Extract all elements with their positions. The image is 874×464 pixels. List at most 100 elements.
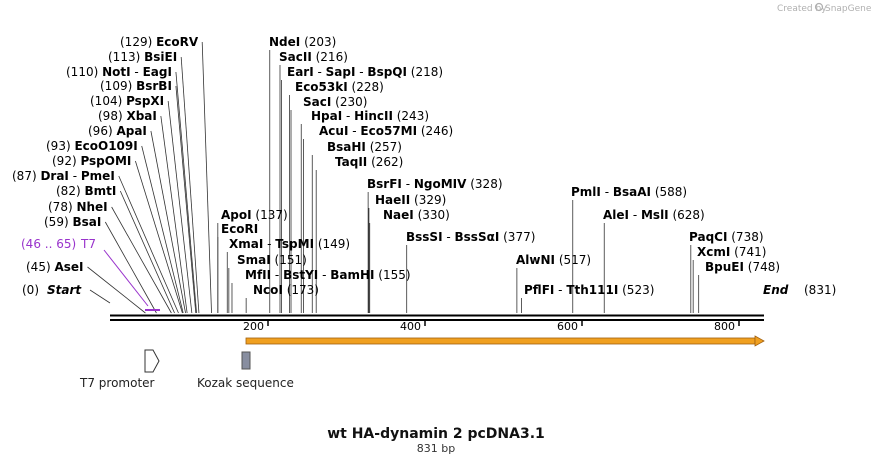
feature-legend: T7 promoter Kozak sequence bbox=[79, 349, 294, 390]
site-label-bsrfi-ngomiv: BsrFI - NgoMIV (328) bbox=[367, 177, 503, 191]
enzyme-name: HincII bbox=[354, 109, 393, 123]
site-label-xcmi: XcmI (741) bbox=[697, 245, 766, 259]
enzyme-name: BmtI bbox=[84, 184, 116, 198]
enzyme-labels: (45) AseI(59) BsaI(78) NheI(82) BmtI(87)… bbox=[12, 35, 780, 297]
site-separator: - bbox=[629, 208, 641, 222]
site-separator: - bbox=[355, 65, 367, 79]
enzyme-name: SapI bbox=[326, 65, 356, 79]
enzyme-name: EcoRI bbox=[221, 222, 258, 236]
orf-arrow bbox=[245, 335, 765, 347]
site-label-sacii: SacII (216) bbox=[279, 50, 348, 64]
enzyme-name: BssSαI bbox=[455, 230, 500, 244]
enzyme-name: BsiEI bbox=[144, 50, 177, 64]
enzyme-name: PmeI bbox=[81, 169, 115, 183]
site-position: (59) bbox=[44, 215, 72, 229]
site-separator: - bbox=[342, 109, 354, 123]
site-label-naei: NaeI (330) bbox=[383, 208, 450, 222]
site-label-bmti: (82) BmtI bbox=[56, 184, 116, 198]
site-label-xmai-tspmi: XmaI - TspMI (149) bbox=[229, 237, 350, 251]
site-label-ecorv: (129) EcoRV bbox=[120, 35, 199, 49]
site-position: (82) bbox=[56, 184, 84, 198]
enzyme-name: EagI bbox=[143, 65, 172, 79]
promoter-arrow-icon bbox=[144, 349, 160, 373]
enzyme-name: BspQI bbox=[367, 65, 407, 79]
site-position: (329) bbox=[410, 193, 446, 207]
site-label-ecoo109i: (93) EcoO109I bbox=[46, 139, 138, 153]
site-label-acui-eco57mi: AcuI - Eco57MI (246) bbox=[319, 124, 453, 138]
enzyme-name: MfII bbox=[245, 268, 271, 282]
enzyme-name: BsaI bbox=[72, 215, 101, 229]
map-length: 831 bp bbox=[417, 442, 455, 455]
site-label-pflfi-tth111i: PflFI - Tth111I (523) bbox=[524, 283, 654, 297]
site-position: (523) bbox=[618, 283, 654, 297]
leader-line bbox=[141, 145, 184, 314]
leader-line bbox=[167, 100, 193, 314]
site-separator: - bbox=[348, 124, 360, 138]
site-label-ndei: NdeI (203) bbox=[269, 35, 336, 49]
enzyme-name: Eco57MI bbox=[360, 124, 417, 138]
enzyme-name: PaqCI bbox=[689, 230, 727, 244]
site-label-drai-pmei: (87) DraI - PmeI bbox=[12, 169, 115, 183]
site-position: (151) bbox=[271, 253, 307, 267]
site-position: (78) bbox=[48, 200, 76, 214]
site-separator: - bbox=[263, 237, 275, 251]
enzyme-name: PmlI bbox=[571, 185, 601, 199]
site-separator: - bbox=[271, 268, 283, 282]
site-label-ncoi: NcoI (173) bbox=[253, 283, 319, 297]
ruler: 200 400 600 800 bbox=[243, 320, 740, 333]
site-separator: - bbox=[69, 169, 81, 183]
leader-line bbox=[201, 41, 212, 314]
enzyme-name: SacII bbox=[279, 50, 312, 64]
site-position: (149) bbox=[314, 237, 350, 251]
site-label-apoi: ApoI (137) bbox=[221, 208, 288, 222]
site-position: (243) bbox=[393, 109, 429, 123]
enzyme-name: BsaAI bbox=[613, 185, 651, 199]
site-label-hpai-hincii: HpaI - HincII (243) bbox=[311, 109, 429, 123]
enzyme-name: MslI bbox=[641, 208, 669, 222]
enzyme-name: EcoRV bbox=[156, 35, 199, 49]
site-position: (228) bbox=[348, 80, 384, 94]
enzyme-name: XbaI bbox=[126, 109, 156, 123]
enzyme-name: XmaI bbox=[229, 237, 263, 251]
orf-arrowhead-icon bbox=[754, 335, 765, 347]
leader-line bbox=[150, 130, 186, 314]
site-position: (262) bbox=[367, 155, 403, 169]
enzyme-name: SmaI bbox=[237, 253, 271, 267]
enzyme-name: ApaI bbox=[116, 124, 146, 138]
site-label-xbai: (98) XbaI bbox=[98, 109, 157, 123]
site-position: (93) bbox=[46, 139, 74, 153]
site-position: (628) bbox=[669, 208, 705, 222]
site-position: (129) bbox=[120, 35, 156, 49]
site-position: (218) bbox=[407, 65, 443, 79]
site-position: (104) bbox=[90, 94, 126, 108]
legend-kozak-sequence: Kozak sequence bbox=[197, 376, 294, 390]
leader-line bbox=[119, 190, 175, 314]
site-separator: - bbox=[314, 65, 326, 79]
credit-text: Created by bbox=[777, 4, 827, 14]
tick-label-200: 200 bbox=[243, 320, 264, 333]
site-position: (87) bbox=[12, 169, 40, 183]
snapgene-credit: Created by SnapGene bbox=[777, 2, 872, 14]
enzyme-name: NgoMIV bbox=[414, 177, 467, 191]
site-label-alwni: AlwNI (517) bbox=[516, 253, 591, 267]
site-separator: - bbox=[554, 283, 566, 297]
site-position: (748) bbox=[744, 260, 780, 274]
map-title: wt HA-dynamin 2 pcDNA3.1 bbox=[327, 426, 545, 442]
site-label-bsssi-bsssi: BssSI - BssSαI (377) bbox=[406, 230, 535, 244]
site-label-bpuei: BpuEI (748) bbox=[705, 260, 780, 274]
enzyme-name: EarI bbox=[287, 65, 314, 79]
enzyme-name: AleI bbox=[603, 208, 629, 222]
enzyme-name: EcoO109I bbox=[74, 139, 137, 153]
enzyme-name: BssSI bbox=[406, 230, 443, 244]
tick-label-600: 600 bbox=[557, 320, 578, 333]
site-position: (155) bbox=[374, 268, 410, 282]
enzyme-name: HpaI bbox=[311, 109, 342, 123]
leader-line bbox=[175, 71, 197, 314]
dna-backbone bbox=[110, 314, 764, 321]
site-label-noti-eagi: (110) NotI - EagI bbox=[66, 65, 172, 79]
site-position: (517) bbox=[555, 253, 591, 267]
site-position: (113) bbox=[108, 50, 144, 64]
site-position: (741) bbox=[730, 245, 766, 259]
leader-line bbox=[111, 206, 172, 314]
